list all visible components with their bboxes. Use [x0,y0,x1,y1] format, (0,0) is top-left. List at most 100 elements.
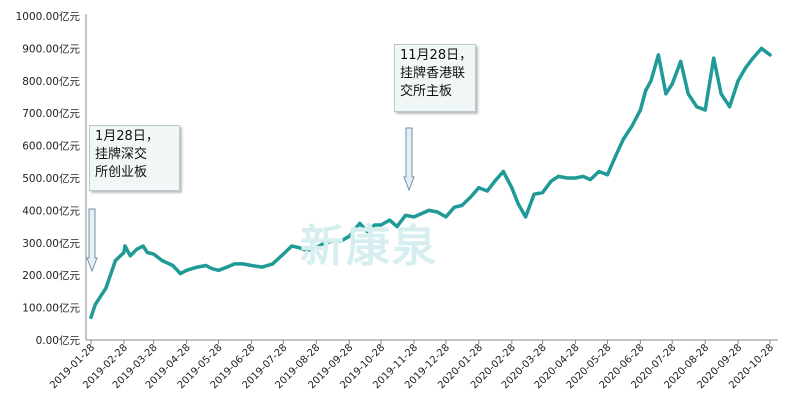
y-tick-label: 0.00亿元 [36,334,81,347]
data-point [485,189,489,193]
data-point [297,246,301,250]
data-point [493,179,497,183]
data-point [621,137,626,141]
data-point [204,263,208,268]
data-point [630,124,634,128]
data-point [178,272,182,276]
data-point [444,215,448,219]
data-point [556,174,561,178]
data-point [719,92,723,96]
data-point [501,169,505,174]
y-tick-label: 700.00亿元 [22,107,80,120]
data-point [225,265,229,269]
data-point [638,108,643,112]
data-point [516,202,520,206]
data-point [232,262,237,266]
annotation-listing-hkex: 11月28日， 挂牌香港联 交所主板 [394,44,476,112]
data-point [477,186,481,190]
data-point [644,88,648,93]
data-point [171,263,175,268]
data-point [195,265,199,269]
data-point [573,176,578,180]
data-point [373,223,377,227]
data-point [290,244,294,248]
data-point [249,263,254,268]
data-point [365,229,369,234]
data-point [141,244,145,248]
y-tick-label: 600.00亿元 [22,140,80,153]
data-point [768,53,772,57]
data-point [736,79,740,83]
data-point [388,218,392,222]
data-point [347,234,351,238]
data-point [614,153,618,157]
y-tick-label: 100.00亿元 [22,302,80,315]
data-point [104,286,108,290]
annotation-line: 交所主板 [400,84,453,99]
data-point [670,82,674,86]
data-point [605,173,610,177]
data-point [122,250,126,255]
data-point [241,262,245,266]
down-arrow-icon [403,127,415,192]
data-point [339,239,343,243]
data-point [435,210,439,214]
data-point [695,105,699,109]
data-point [541,191,545,195]
data-point [597,169,601,174]
data-point [89,315,93,319]
annotation-line: 11月28日， [400,48,473,63]
data-point [152,252,156,256]
data-point [703,108,707,112]
data-point [759,46,764,51]
data-point [468,195,472,199]
data-point [145,250,149,255]
data-point [679,59,683,64]
data-point [93,302,97,306]
data-point [281,252,285,256]
data-point [744,66,748,70]
annotation-line: 1月28日， [95,129,159,144]
data-point [160,259,164,263]
y-tick-label: 900.00亿元 [22,42,80,55]
data-point [452,205,456,209]
data-point [532,192,536,196]
data-point [271,262,275,266]
data-point [128,254,132,258]
data-point [649,79,653,83]
data-point [216,268,221,272]
data-point [712,56,716,60]
data-point [565,176,569,180]
y-tick-label: 300.00亿元 [22,237,80,250]
data-point [419,212,424,216]
data-point [395,225,399,229]
data-point [412,215,416,219]
data-point [330,239,334,243]
data-point [686,92,690,96]
data-point [751,56,755,60]
data-point [210,267,214,271]
data-point [403,213,408,217]
data-point [113,259,117,263]
data-point [656,53,661,57]
y-tick-label: 500.00亿元 [22,172,80,185]
data-point [664,92,668,96]
down-arrow-icon [86,208,98,273]
data-point [306,249,310,253]
data-point [581,174,585,178]
data-point [588,178,593,182]
annotation-listing-chinext: 1月28日， 挂牌深交 所创业板 [89,125,180,191]
data-point [323,241,327,245]
data-point [314,246,318,250]
data-point [135,247,139,251]
data-point [460,203,464,208]
data-point [358,221,362,225]
y-tick-label: 800.00亿元 [22,75,80,88]
y-tick-label: 400.00亿元 [22,204,80,217]
data-point [549,179,553,183]
data-point [185,268,189,272]
data-point [379,223,383,227]
data-point [260,265,264,269]
annotation-line: 挂牌香港联 [400,66,466,81]
